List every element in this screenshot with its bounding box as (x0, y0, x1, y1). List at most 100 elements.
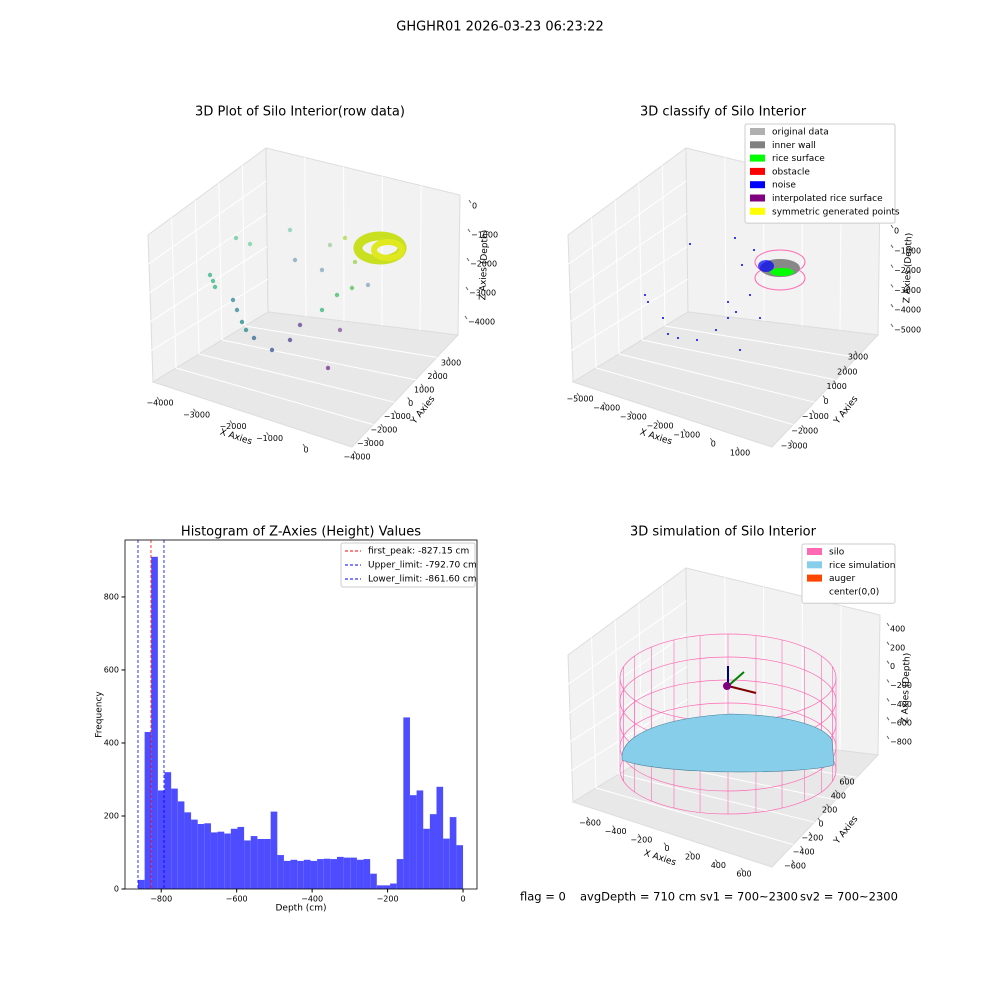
histogram-bar (257, 838, 265, 889)
x-tick-label: −400 (605, 827, 627, 836)
pane-grid (567, 245, 688, 324)
histogram-bar (197, 824, 205, 889)
tick-mark (811, 410, 815, 414)
histogram-bar (423, 828, 430, 889)
scatter-point (327, 242, 333, 248)
y-tick-label: 3000 (848, 353, 868, 362)
x-tick-label: 0 (664, 844, 669, 853)
z-tick-label: −200 (890, 681, 912, 690)
chart-title: 3D simulation of Silo Interior (630, 525, 817, 540)
histogram-bar (370, 873, 377, 889)
scatter-point (749, 294, 751, 296)
tick-mark (890, 284, 894, 288)
center-marker (723, 682, 731, 690)
legend-swatch (750, 181, 765, 189)
y-tick-label: 400 (104, 738, 119, 747)
y-tick-label: −3000 (357, 439, 384, 448)
z-tick-label: −4000 (468, 318, 495, 327)
rice-simulation (621, 713, 835, 773)
x-tick-label: −2000 (219, 422, 246, 431)
tick-mark (420, 383, 424, 388)
x-tick-label: 400 (711, 861, 726, 870)
status-text: sv1 = 700~2300 (700, 890, 798, 904)
histogram-bar (449, 817, 457, 889)
x-tick-label: −5000 (566, 395, 593, 404)
tick-mark (854, 350, 858, 355)
scatter-point (342, 235, 348, 241)
histogram-bar (264, 838, 271, 889)
scatter-point (696, 339, 698, 341)
histogram-bar (224, 833, 231, 889)
tick-mark (407, 397, 411, 401)
z-tick-label: −4000 (894, 306, 921, 315)
legend-label: first_peak: -827.15 cm (368, 547, 469, 557)
y-tick-label: 0 (818, 820, 823, 829)
histogram-bar (330, 859, 337, 889)
histogram-bar (210, 832, 218, 889)
pane-grid (567, 600, 687, 685)
scatter-point (715, 329, 717, 331)
y-tick-label: −4000 (343, 453, 370, 462)
histogram-bar (436, 786, 444, 889)
scatter-point (297, 322, 303, 328)
x-tick-label: −2000 (646, 422, 673, 431)
legend-swatch (750, 207, 765, 215)
tick-mark (467, 228, 471, 233)
pane-grid (218, 182, 223, 341)
pane-grid (171, 217, 177, 369)
histogram-bar (191, 819, 198, 889)
histogram-bar (323, 858, 331, 889)
z-tick-label: −1000 (471, 231, 498, 240)
legend-label: Upper_limit: -792.70 cm (368, 561, 477, 571)
tick-mark (629, 410, 633, 415)
legend-swatch (807, 574, 822, 582)
tick-mark (886, 735, 890, 740)
z-tick-label: −600 (890, 719, 912, 728)
histogram-bar (297, 860, 304, 889)
scatter-point (287, 227, 293, 233)
scatter-point (727, 317, 729, 319)
x-tick-label: −800 (150, 895, 172, 904)
z-tick-label: −2000 (894, 266, 921, 275)
histogram-bar (177, 801, 185, 889)
histogram-bar (317, 859, 324, 889)
histogram-bar (383, 885, 391, 889)
x-tick-label: −4000 (146, 399, 173, 408)
tick-mark (808, 831, 812, 836)
legend-box (801, 543, 896, 604)
scatter-point (325, 365, 331, 371)
x-tick-label: −3000 (183, 410, 210, 419)
histogram-bar (250, 836, 258, 889)
histogram-bar (390, 883, 397, 889)
scatter-point (739, 349, 741, 351)
histogram-bar (137, 879, 145, 889)
scatter-point (319, 267, 325, 273)
histogram-bar (303, 859, 311, 889)
histogram-bar (157, 790, 165, 889)
pane-grid (198, 353, 395, 403)
tick-mark (890, 264, 894, 268)
histogram-bar (456, 845, 464, 889)
z-axis-label: Z Axies (Depth) (900, 653, 912, 724)
legend-label: inner wall (772, 141, 816, 151)
histogram-bar (171, 788, 178, 889)
x-tick-label: −400 (301, 895, 323, 904)
legend-swatch (750, 167, 765, 175)
y-tick-label: −1000 (802, 412, 829, 421)
legend-label: symmetric generated points (772, 207, 900, 217)
legend-label: center(0,0) (829, 587, 879, 597)
scatter-point (644, 294, 646, 296)
y-tick-label: 2000 (837, 367, 857, 376)
y-axis-label: Frequency (95, 691, 105, 738)
pane-grid (147, 278, 268, 354)
pane-grid (595, 367, 794, 426)
x-tick-label: 600 (736, 870, 751, 879)
tick-mark (612, 825, 616, 829)
histogram-bar (184, 812, 192, 889)
tick-mark (740, 867, 744, 872)
tick-mark (843, 365, 847, 370)
legend-box (340, 542, 476, 588)
y-tick-label: −3000 (780, 442, 807, 451)
scatter-point (689, 243, 691, 245)
tick-mark (790, 439, 794, 444)
